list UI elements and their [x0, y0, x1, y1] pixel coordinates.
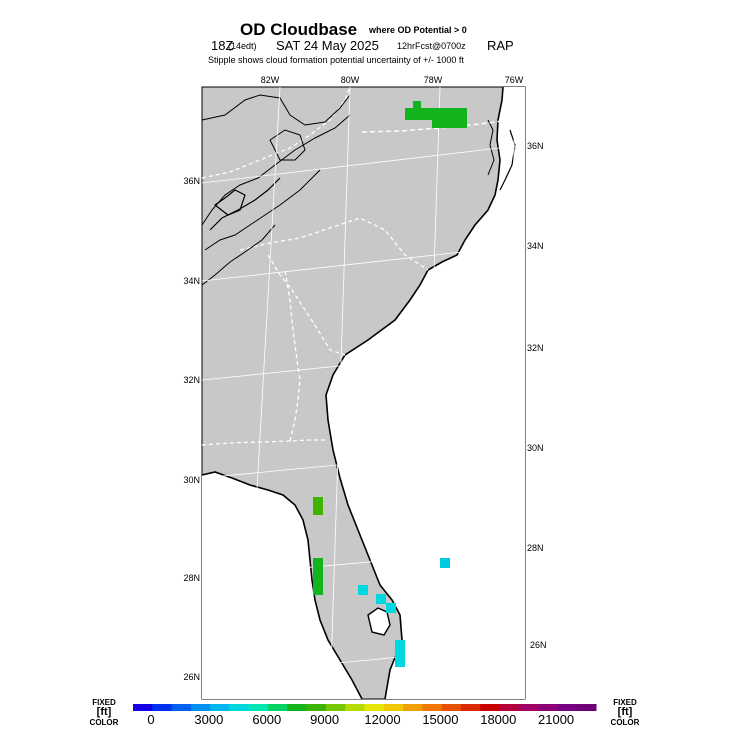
atlantic-ocean: [326, 87, 525, 699]
colorbar-swatch: [306, 704, 327, 711]
lon-label: 82W: [261, 75, 280, 85]
colorbar-swatch: [248, 704, 269, 711]
lat-label-left: 36N: [183, 176, 200, 186]
ga-fl-border: [201, 439, 326, 446]
cell-fl-interior: [358, 585, 368, 595]
colorbar-swatch: [557, 704, 578, 711]
colorbar-swatch: [441, 704, 462, 711]
cell-atlantic: [440, 558, 450, 568]
cloudbase-cells: [313, 101, 467, 667]
outer-banks: [499, 129, 516, 191]
gulf-of-mexico: [202, 472, 362, 699]
colorbar-swatch: [403, 704, 423, 711]
lon-label: 78W: [424, 75, 443, 85]
colorbar-tick-label: 15000: [422, 712, 459, 727]
graticule: [201, 86, 526, 700]
title-block: OD Cloudbase where OD Potential > 0 18Z …: [0, 0, 729, 80]
colorbar-tick-label: 18000: [480, 712, 517, 727]
cell-fl-interior: [376, 594, 386, 604]
valid-time: 18Z: [211, 38, 234, 53]
colorbar-swatch: [268, 704, 288, 711]
colorbar-swatch: [518, 704, 539, 711]
lat-label-left: 28N: [183, 573, 200, 583]
sc-ga-border: [267, 254, 346, 356]
colorbar-swatch: [460, 704, 481, 711]
stipple-note: Stipple shows cloud formation potential …: [208, 55, 464, 65]
terrain-contour: [201, 224, 276, 286]
valid-date: SAT 24 May 2025: [276, 38, 379, 53]
valid-time-local: (14edt): [228, 41, 257, 51]
colorbar-left-label: FIXED [ft] COLOR: [86, 698, 122, 727]
terrain-contour: [213, 189, 246, 216]
colorbar-tick-label: 12000: [364, 712, 401, 727]
colorbar-swatch: [229, 704, 250, 711]
tn-nc-border: [201, 86, 351, 179]
lon-label: 80W: [341, 75, 360, 85]
colorbar-swatch: [499, 704, 520, 711]
colorbar-right-label-top: FIXED: [613, 698, 637, 707]
cell-ne-nc: [432, 118, 467, 128]
terrain-contour: [201, 94, 351, 126]
colorbar-swatch: [133, 704, 153, 711]
colorbar-right-label: FIXED [ft] COLOR: [607, 698, 643, 727]
colorbar-swatch: [383, 704, 404, 711]
colorbar-left-label-unit: [ft]: [96, 706, 112, 718]
cell-ne-nc: [413, 101, 421, 109]
colorbar-tick-label: 6000: [252, 712, 282, 727]
lat-label-left: 34N: [183, 276, 200, 286]
colorbar-swatch: [190, 704, 211, 711]
colorbar-left-label-top: FIXED: [92, 698, 116, 707]
product-title: OD Cloudbase: [240, 20, 358, 39]
colorbar-right-label-unit: [ft]: [617, 706, 633, 718]
lat-label-right: 28N: [527, 543, 544, 553]
model-name: RAP: [487, 38, 514, 53]
colorbar-swatch: [364, 704, 385, 711]
lat-label-right: 34N: [527, 241, 544, 251]
colorbar-swatch: [171, 704, 192, 711]
colorbar: FIXED [ft] COLOR 0 3000 6000 9000 12000 15000…: [0, 698, 729, 729]
colorbar-swatch: [538, 704, 558, 711]
colorbar-swatch: [152, 704, 173, 711]
cell-ne-nc: [405, 108, 467, 120]
colorbar-swatch: [480, 704, 501, 711]
colorbar-right-label-bottom: COLOR: [610, 718, 640, 727]
cell-fl-west: [313, 497, 323, 515]
lon-label: 76W: [505, 75, 524, 85]
cell-fl-interior: [386, 603, 396, 613]
product-title-condition: where OD Potential > 0: [369, 25, 467, 35]
cell-fl-south: [313, 558, 323, 595]
colorbar-swatch: [325, 704, 346, 711]
lat-label-right: 26N: [530, 640, 547, 650]
va-nc-border: [361, 117, 526, 133]
lat-label-left: 30N: [183, 475, 200, 485]
cell-se-fl: [395, 640, 405, 667]
colorbar-left-label-bottom: COLOR: [89, 718, 119, 727]
lat-label-left: 26N: [183, 672, 200, 682]
lat-label-right: 30N: [527, 443, 544, 453]
colorbar-swatches: [133, 704, 597, 711]
lat-label-right: 36N: [527, 141, 544, 151]
colorbar-tick-label: 21000: [538, 712, 575, 727]
pamlico-sound-shore: [487, 119, 495, 176]
terrain-contour: [204, 169, 321, 251]
east-coastline: [325, 86, 504, 700]
colorbar-tick-label: 3000: [194, 712, 224, 727]
colorbar-tick-label: 9000: [310, 712, 340, 727]
colorbar-swatch: [287, 704, 308, 711]
terrain-contour: [209, 177, 281, 231]
colorbar-swatch: [422, 704, 443, 711]
colorbar-swatch: [345, 704, 365, 711]
lat-label-right: 32N: [527, 343, 544, 353]
lake-okeechobee: [367, 607, 391, 636]
colorbar-swatch: [210, 704, 230, 711]
colorbar-swatch: [576, 704, 597, 711]
colorbar-tick-label: 0: [147, 712, 155, 727]
terrain-contour: [269, 129, 306, 161]
forecast-hour: 12hrFcst@0700z: [397, 41, 466, 51]
nc-sc-border: [239, 217, 429, 271]
lat-label-left: 32N: [183, 375, 200, 385]
